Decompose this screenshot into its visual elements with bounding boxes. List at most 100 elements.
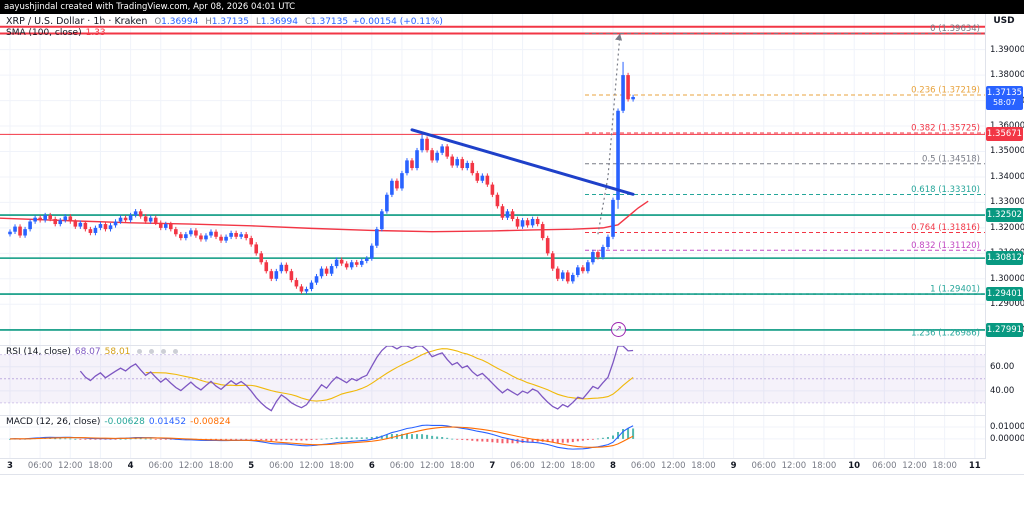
symbol-title: XRP / U.S. Dollar · 1h · Kraken — [6, 16, 148, 27]
candle — [163, 224, 168, 228]
macd-hist-bar — [310, 438, 313, 440]
time-axis[interactable]: 3 06:00 12:00 18:00 4 06:00 12:00 18:00 5 06:00 12… — [0, 459, 1024, 474]
macd-hist-bar — [591, 438, 594, 440]
macd-hist-bar — [250, 438, 253, 440]
time-axis-label: 06:00 — [27, 461, 53, 471]
macd-hist-bar — [586, 438, 589, 440]
macd-tick-label: 0.00000 — [990, 433, 1024, 444]
candle — [289, 271, 294, 281]
time-axis-label: 06:00 — [148, 461, 174, 471]
macd-hist-bar — [416, 434, 419, 439]
macd-hist-bar — [556, 438, 559, 443]
candle — [465, 162, 470, 169]
macd-line — [9, 424, 634, 450]
candle — [43, 215, 47, 221]
candle — [73, 221, 78, 227]
candle — [450, 156, 454, 166]
candle — [158, 222, 163, 228]
macd-hist-bar — [421, 434, 424, 439]
macd-hist-bar — [84, 438, 87, 440]
price-tick-label: 1.35000 — [990, 146, 1024, 157]
candle — [475, 173, 480, 181]
macd-hist-bar — [400, 433, 403, 439]
candle — [83, 222, 88, 230]
macd-hist-bar — [370, 436, 373, 439]
macd-hist-bar — [240, 438, 243, 440]
time-axis-day-label: 5 — [248, 461, 255, 471]
candle — [550, 253, 555, 269]
arrow-head-icon — [615, 33, 623, 41]
price-badge: 1.30812 — [986, 251, 1023, 266]
low-value: 1.36994 — [260, 17, 298, 27]
price-badge: 1.35671 — [986, 127, 1023, 142]
candle — [229, 232, 233, 237]
macd-hist-bar — [260, 438, 263, 440]
macd-hist-bar — [94, 438, 97, 440]
macd-hist-bar — [164, 438, 167, 440]
macd-hist-bar — [134, 438, 137, 440]
macd-hist-bar — [245, 438, 248, 440]
macd-hist-bar — [486, 438, 489, 442]
macd-hist-bar — [340, 437, 343, 439]
pane-separator[interactable] — [0, 345, 1024, 346]
macd-hist-bar — [461, 438, 464, 440]
countdown-timer: 58:07 — [992, 98, 1017, 108]
macd-hist-bar — [59, 438, 62, 440]
candle — [515, 218, 520, 227]
candle — [153, 217, 158, 223]
time-axis-day-label: 9 — [730, 461, 737, 471]
macd-hist-bar — [235, 438, 238, 440]
candle — [264, 262, 269, 272]
price-tick-label: 1.39000 — [990, 44, 1024, 55]
price-badge-value: 1.29401 — [986, 289, 1023, 300]
candle — [219, 236, 223, 241]
macd-hist-bar — [144, 438, 147, 440]
price-badge-value: 1.35671 — [986, 129, 1023, 140]
macd-hist-bar — [546, 438, 549, 443]
candle — [179, 234, 183, 239]
low-letter: L — [255, 17, 261, 27]
sma-legend[interactable]: SMA (100, close) 1.33 — [6, 28, 106, 38]
macd-hist-bar — [451, 438, 454, 440]
event-marker-icon[interactable]: ↗ — [611, 322, 626, 337]
pane-separator — [0, 458, 1024, 459]
fib-label: 0.5 (1.34518) — [922, 154, 980, 164]
macd-hist-bar — [79, 438, 82, 440]
macd-hist-bar — [622, 429, 625, 439]
candle — [284, 264, 289, 272]
fib-label: 0.832 (1.31120) — [911, 241, 980, 251]
candle — [28, 221, 32, 230]
chart-canvas[interactable]: 0 (1.39634) 0.236 (1.37219) 0.382 (1.35725… — [0, 0, 985, 458]
macd-hist-bar — [270, 438, 273, 441]
macd-hist-bar — [280, 438, 283, 441]
candle — [364, 258, 369, 261]
candle — [8, 231, 12, 235]
macd-hist-bar — [365, 437, 368, 439]
macd-hist-bar — [320, 438, 323, 440]
price-axis-currency[interactable]: USD — [993, 16, 1015, 26]
candle — [385, 194, 389, 212]
trendline[interactable] — [410, 128, 635, 196]
candle — [359, 260, 364, 265]
price-axis[interactable] — [985, 14, 1024, 474]
time-axis-day-label: 4 — [127, 461, 134, 471]
sma-value: 1.33 — [85, 28, 106, 38]
macd-hist-bar — [601, 437, 604, 439]
macd-legend[interactable]: MACD (12, 26, close) -0.00628 0.01452 -0… — [6, 417, 231, 427]
candle — [344, 263, 349, 268]
macd-hist-bar — [285, 438, 288, 441]
candle — [375, 229, 379, 246]
time-axis-label: 06:00 — [269, 461, 294, 471]
pane-separator[interactable] — [0, 415, 1024, 416]
macd-hist-value: -0.00628 — [104, 417, 145, 427]
candle — [440, 146, 444, 153]
rsi-legend[interactable]: RSI (14, close) 68.07 58.01 — [6, 347, 179, 357]
candle — [480, 175, 485, 181]
candle — [349, 262, 354, 268]
time-axis-label: 06:00 — [630, 461, 656, 471]
time-axis-label: 12:00 — [419, 461, 445, 471]
symbol-legend[interactable]: XRP / U.S. Dollar · 1h · Kraken O1.36994… — [6, 16, 443, 27]
candle — [98, 224, 103, 228]
rsi-tick-label: 40.00 — [990, 385, 1015, 396]
macd-hist-bar — [305, 438, 308, 441]
